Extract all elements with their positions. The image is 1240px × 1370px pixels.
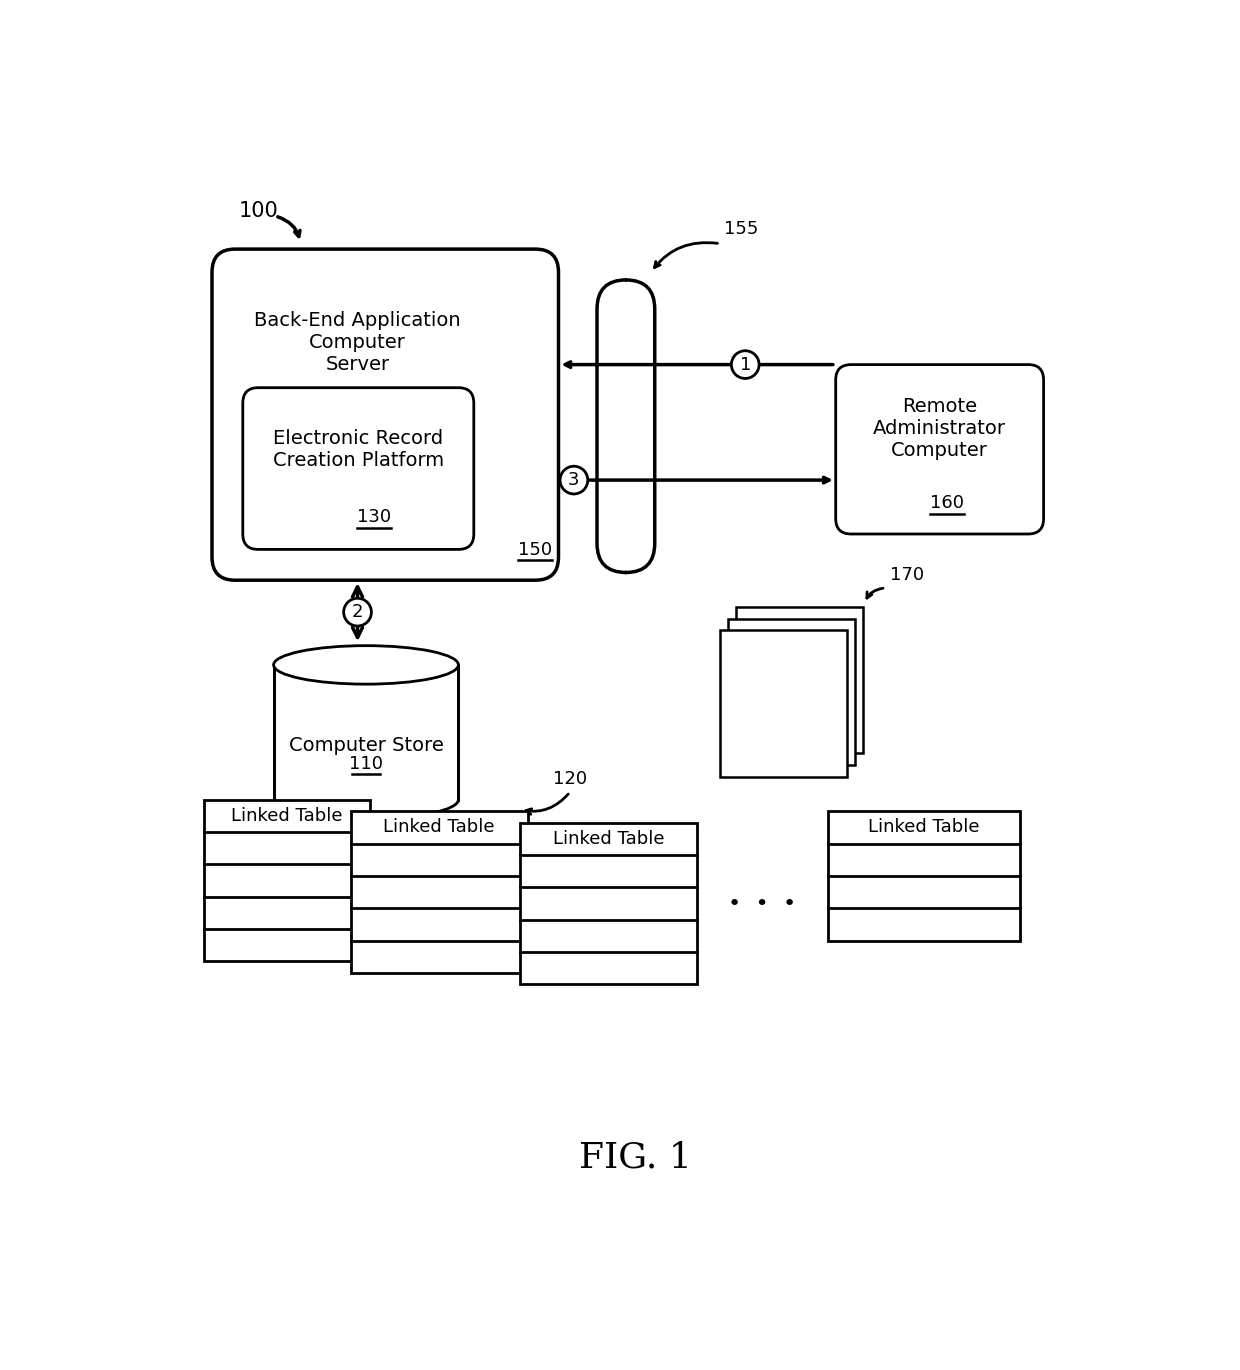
Text: 155: 155 — [724, 219, 759, 237]
Text: Computer Store: Computer Store — [289, 736, 444, 755]
Bar — [720, 630, 847, 777]
Ellipse shape — [274, 645, 459, 684]
Text: 100: 100 — [239, 200, 279, 221]
Text: Linked Table: Linked Table — [553, 830, 665, 848]
Text: Linked Table: Linked Table — [868, 818, 980, 836]
Text: 120: 120 — [553, 770, 587, 788]
FancyBboxPatch shape — [596, 279, 655, 573]
FancyBboxPatch shape — [212, 249, 558, 581]
Text: •  •  •: • • • — [728, 893, 796, 914]
Text: Back-End Application
Computer
Server: Back-End Application Computer Server — [254, 311, 461, 374]
Text: Remote
Administrator
Computer: Remote Administrator Computer — [873, 397, 1006, 460]
Ellipse shape — [274, 645, 459, 684]
Text: 2: 2 — [352, 603, 363, 621]
Text: 3: 3 — [568, 471, 579, 489]
FancyBboxPatch shape — [243, 388, 474, 549]
Bar — [205, 800, 370, 962]
Text: FIG. 1: FIG. 1 — [579, 1141, 692, 1174]
Bar — [828, 811, 1021, 941]
Text: 110: 110 — [348, 755, 383, 773]
Text: 160: 160 — [930, 495, 965, 512]
Text: 130: 130 — [357, 508, 391, 526]
Text: Linked Table: Linked Table — [383, 818, 495, 836]
FancyBboxPatch shape — [836, 364, 1044, 534]
Bar — [274, 664, 459, 800]
Circle shape — [732, 351, 759, 378]
Circle shape — [343, 599, 372, 626]
Bar — [520, 823, 697, 985]
Text: Linked Table: Linked Table — [232, 807, 342, 825]
Text: 1: 1 — [739, 356, 751, 374]
Circle shape — [560, 466, 588, 495]
Text: Electronic Record
Creation Platform: Electronic Record Creation Platform — [273, 429, 444, 470]
Text: 170: 170 — [889, 566, 924, 584]
Text: 150: 150 — [518, 541, 553, 559]
Bar — [728, 619, 854, 764]
Bar — [351, 811, 528, 973]
Bar — [735, 607, 863, 754]
